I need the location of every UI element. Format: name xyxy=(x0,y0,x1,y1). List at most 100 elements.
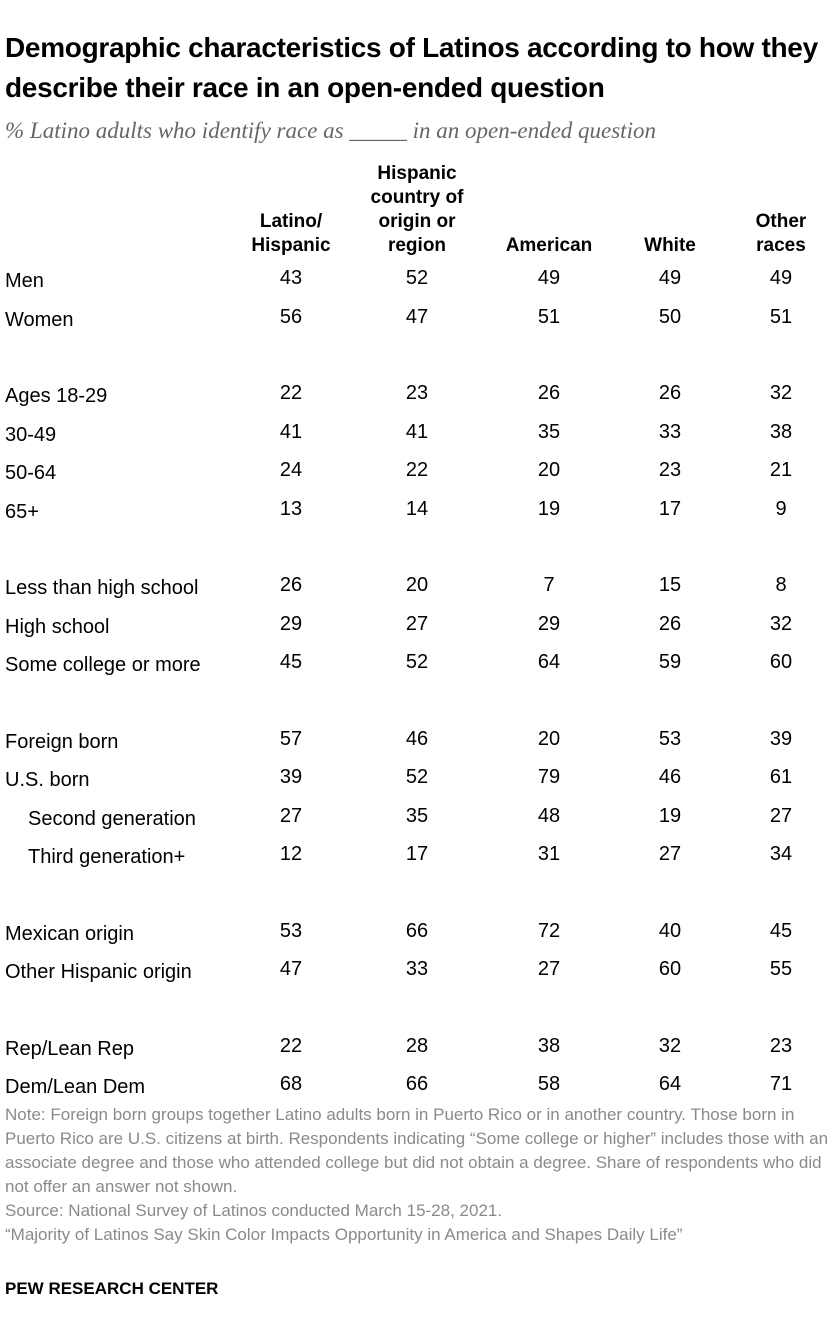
data-cell: 29 xyxy=(537,612,561,635)
data-cell: 17 xyxy=(658,497,682,520)
data-cell: 60 xyxy=(658,958,682,980)
data-cell: 17 xyxy=(405,843,429,865)
data-cell: 58 xyxy=(537,1073,561,1095)
table-row: Men 43 52 49 49 49 xyxy=(0,261,840,299)
table-row: Rep/Lean Rep 22 28 38 32 23 xyxy=(0,1029,840,1067)
data-cell: 23 xyxy=(658,459,682,481)
data-cell: 38 xyxy=(537,1034,561,1057)
data-cell: 41 xyxy=(279,420,303,443)
data-cell: 43 xyxy=(279,267,303,289)
row-label: Rep/Lean Rep xyxy=(5,1037,134,1060)
data-cell: 59 xyxy=(658,651,682,673)
data-cell: 27 xyxy=(658,843,682,865)
table-row: 50-64 24 22 20 23 21 xyxy=(0,453,840,491)
data-cell: 20 xyxy=(537,459,561,481)
column-header-latino-hispanic: Latino/ Hispanic xyxy=(251,211,331,256)
data-cell: 46 xyxy=(405,727,429,750)
table-row: U.S. born 39 52 79 46 61 xyxy=(0,760,840,798)
data-cell: 49 xyxy=(537,267,561,289)
data-cell: 50 xyxy=(658,305,682,328)
data-cell: 31 xyxy=(537,843,561,865)
data-cell: 14 xyxy=(405,497,429,520)
data-cell: 61 xyxy=(769,766,793,788)
notes: Note: Foreign born groups together Latin… xyxy=(5,1103,835,1247)
data-cell: 23 xyxy=(405,382,429,404)
data-cell: 22 xyxy=(279,1034,303,1057)
data-cell: 66 xyxy=(405,1073,429,1095)
row-label: Foreign born xyxy=(5,730,119,753)
data-cell: 46 xyxy=(658,766,682,788)
data-cell: 49 xyxy=(769,267,793,289)
data-cell: 60 xyxy=(769,651,793,673)
data-cell: 41 xyxy=(405,420,429,443)
table-row: Third generation+ 12 17 31 27 34 xyxy=(0,837,840,875)
data-cell: 55 xyxy=(769,958,793,980)
data-cell: 33 xyxy=(405,958,429,980)
row-label: Some college or more xyxy=(5,654,201,676)
source-text: Source: National Survey of Latinos condu… xyxy=(5,1201,503,1220)
row-label: Mexican origin xyxy=(5,922,134,945)
data-cell: 71 xyxy=(769,1073,793,1095)
row-label: High school xyxy=(5,615,110,638)
row-label: U.S. born xyxy=(5,769,90,791)
data-cell: 35 xyxy=(537,420,561,443)
data-cell: 52 xyxy=(405,267,429,289)
data-cell: 32 xyxy=(769,612,793,635)
row-label: Dem/Lean Dem xyxy=(5,1076,146,1098)
row-label: Women xyxy=(5,308,74,331)
data-cell: 79 xyxy=(537,766,561,788)
data-cell: 19 xyxy=(537,497,561,520)
table-row: Some college or more 45 52 64 59 60 xyxy=(0,645,840,683)
data-cell: 64 xyxy=(537,651,561,673)
data-cell: 47 xyxy=(405,305,429,328)
data-cell: 56 xyxy=(279,305,303,328)
data-cell: 40 xyxy=(658,919,682,942)
data-cell: 45 xyxy=(279,651,303,673)
data-cell: 27 xyxy=(769,804,793,827)
table-row: 65+ 13 14 19 17 9 xyxy=(0,492,840,530)
data-cell: 7 xyxy=(543,574,555,596)
data-cell: 52 xyxy=(405,766,429,788)
report-title: “Majority of Latinos Say Skin Color Impa… xyxy=(5,1225,683,1244)
row-label: 30-49 xyxy=(5,423,57,446)
row-label: 65+ xyxy=(5,500,39,523)
data-cell: 72 xyxy=(537,919,561,942)
table-row: Other Hispanic origin 47 33 27 60 55 xyxy=(0,952,840,990)
data-cell: 20 xyxy=(537,727,561,750)
data-cell: 51 xyxy=(537,305,561,328)
data-cell: 22 xyxy=(279,382,303,404)
column-header-white: White xyxy=(644,235,696,256)
row-label: Men xyxy=(5,270,44,292)
data-cell: 47 xyxy=(279,958,303,980)
data-cell: 26 xyxy=(279,574,303,596)
table-row: High school 29 27 29 26 32 xyxy=(0,607,840,645)
data-cell: 35 xyxy=(405,804,429,827)
data-cell: 26 xyxy=(658,612,682,635)
row-label: Third generation+ xyxy=(28,846,186,868)
data-cell: 39 xyxy=(769,727,793,750)
data-cell: 13 xyxy=(279,497,303,520)
data-cell: 68 xyxy=(279,1073,303,1095)
data-cell: 53 xyxy=(279,919,303,942)
column-header-country-of-origin: Hispanic country of origin or region xyxy=(370,163,464,256)
row-label: 50-64 xyxy=(5,462,57,484)
data-cell: 66 xyxy=(405,919,429,942)
column-header-other-races: Other races xyxy=(755,211,807,256)
row-label: Less than high school xyxy=(5,577,199,599)
table-row: Mexican origin 53 66 72 40 45 xyxy=(0,914,840,952)
data-cell: 39 xyxy=(279,766,303,788)
column-header-american: American xyxy=(505,235,593,256)
data-cell: 33 xyxy=(658,420,682,443)
data-cell: 64 xyxy=(658,1073,682,1095)
table-row: Women 56 47 51 50 51 xyxy=(0,300,840,338)
data-cell: 19 xyxy=(658,804,682,827)
data-cell: 28 xyxy=(405,1034,429,1057)
row-label: Ages 18-29 xyxy=(5,385,108,407)
data-cell: 9 xyxy=(775,497,787,520)
row-label: Second generation xyxy=(28,807,196,830)
data-cell: 26 xyxy=(658,382,682,404)
data-cell: 12 xyxy=(279,843,303,865)
data-cell: 15 xyxy=(658,574,682,596)
data-cell: 45 xyxy=(769,919,793,942)
